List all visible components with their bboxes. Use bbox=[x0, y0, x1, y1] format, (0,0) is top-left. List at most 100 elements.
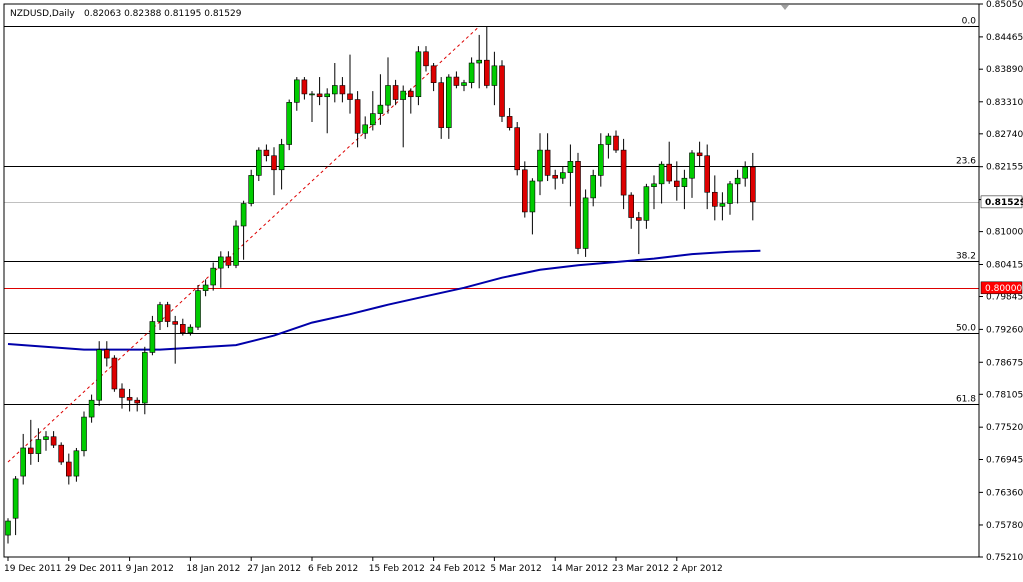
candle bbox=[88, 394, 95, 423]
candle bbox=[347, 54, 353, 114]
candle-body bbox=[362, 124, 369, 134]
candle bbox=[278, 138, 285, 190]
candle-body bbox=[354, 99, 361, 134]
candle-body bbox=[749, 166, 756, 203]
time-axis: 19 Dec 2011 29 Dec 2011 9 Jan 2012 18 Jan 2… bbox=[4, 557, 723, 574]
price-tick-label: 0.79845 bbox=[986, 293, 1023, 303]
chart-shift-marker-icon[interactable] bbox=[781, 5, 789, 10]
price-tags: 0.81529 0.80000 bbox=[980, 195, 1023, 295]
candle bbox=[567, 144, 574, 207]
time-tick-label: 2 Apr 2012 bbox=[673, 564, 723, 574]
candle bbox=[301, 77, 308, 100]
candle-body bbox=[66, 461, 72, 477]
candle bbox=[96, 341, 102, 406]
candle bbox=[590, 169, 597, 207]
candle-body bbox=[628, 194, 635, 218]
candle bbox=[749, 152, 756, 221]
candle-body bbox=[658, 163, 665, 185]
candle-body bbox=[567, 161, 574, 173]
candle bbox=[499, 60, 505, 123]
candle-body bbox=[195, 290, 201, 328]
candle bbox=[142, 346, 148, 415]
candle bbox=[514, 122, 521, 176]
candle-body bbox=[597, 144, 604, 176]
price-tag: 0.80000 bbox=[980, 281, 1022, 295]
candle bbox=[681, 169, 688, 210]
candle bbox=[445, 74, 452, 139]
candle bbox=[35, 428, 42, 463]
time-tick-label: 29 Dec 2011 bbox=[65, 564, 123, 574]
candle-body bbox=[58, 444, 65, 463]
candle-body bbox=[613, 135, 619, 151]
candle bbox=[453, 71, 460, 89]
candle-body bbox=[635, 217, 642, 221]
candle-body bbox=[126, 397, 133, 401]
candle bbox=[643, 183, 650, 229]
candle bbox=[218, 251, 224, 288]
candle bbox=[324, 88, 331, 134]
candle bbox=[430, 63, 437, 92]
candle bbox=[81, 411, 87, 457]
candle-body bbox=[50, 436, 57, 446]
fibonacci-levels: 0.0 23.6 38.2 50.0 61.8 bbox=[4, 17, 979, 405]
candle-body bbox=[347, 93, 353, 100]
candle-body bbox=[491, 65, 498, 86]
candle-body bbox=[202, 284, 209, 291]
candle bbox=[202, 279, 209, 297]
candle-body bbox=[559, 172, 566, 179]
price-tag-box bbox=[980, 195, 1023, 209]
candle bbox=[339, 77, 346, 103]
candle-body bbox=[468, 62, 475, 83]
candle bbox=[385, 57, 391, 114]
candle-body bbox=[483, 59, 490, 86]
price-tag-label: 0.80000 bbox=[985, 284, 1022, 294]
candle bbox=[286, 99, 293, 151]
candle-body bbox=[255, 149, 262, 176]
candle-body bbox=[27, 447, 34, 454]
candle-body bbox=[104, 349, 110, 359]
candle-body bbox=[438, 82, 445, 128]
candle bbox=[309, 91, 315, 123]
candle bbox=[134, 397, 140, 412]
candle-body bbox=[369, 113, 376, 126]
candle bbox=[597, 133, 604, 187]
price-tick-label: 0.78675 bbox=[986, 358, 1023, 368]
fib-label: 0.0 bbox=[962, 17, 977, 27]
candle-body bbox=[529, 180, 536, 213]
candle bbox=[12, 476, 19, 536]
candle-body bbox=[681, 177, 688, 187]
candle bbox=[559, 166, 566, 184]
candle-body bbox=[157, 304, 163, 322]
candle bbox=[476, 34, 483, 89]
fib-label: 50.0 bbox=[956, 324, 976, 334]
candle bbox=[575, 152, 581, 255]
candle bbox=[689, 150, 695, 198]
candle bbox=[613, 130, 619, 153]
candle-body bbox=[271, 155, 277, 171]
candle-body bbox=[88, 399, 95, 418]
candle bbox=[696, 141, 703, 167]
candle-body bbox=[225, 256, 232, 266]
candle-body bbox=[415, 51, 422, 98]
candle bbox=[240, 200, 247, 260]
candle bbox=[483, 26, 490, 89]
price-tick-label: 0.76360 bbox=[986, 488, 1023, 498]
candle-body bbox=[263, 149, 270, 157]
candle bbox=[711, 175, 718, 221]
candle bbox=[628, 192, 635, 229]
candle-body bbox=[544, 149, 551, 176]
candle bbox=[66, 453, 72, 485]
candle bbox=[111, 355, 118, 392]
candle bbox=[377, 74, 384, 125]
price-tick-label: 0.82155 bbox=[986, 163, 1023, 173]
price-tick-label: 0.79260 bbox=[986, 325, 1023, 335]
candle-body bbox=[582, 197, 589, 249]
fib-label: 61.8 bbox=[956, 395, 976, 405]
candle bbox=[255, 147, 262, 182]
price-tick-label: 0.75210 bbox=[986, 553, 1023, 563]
candle-body bbox=[445, 76, 452, 128]
candle-body bbox=[5, 520, 11, 536]
candle bbox=[552, 169, 559, 190]
